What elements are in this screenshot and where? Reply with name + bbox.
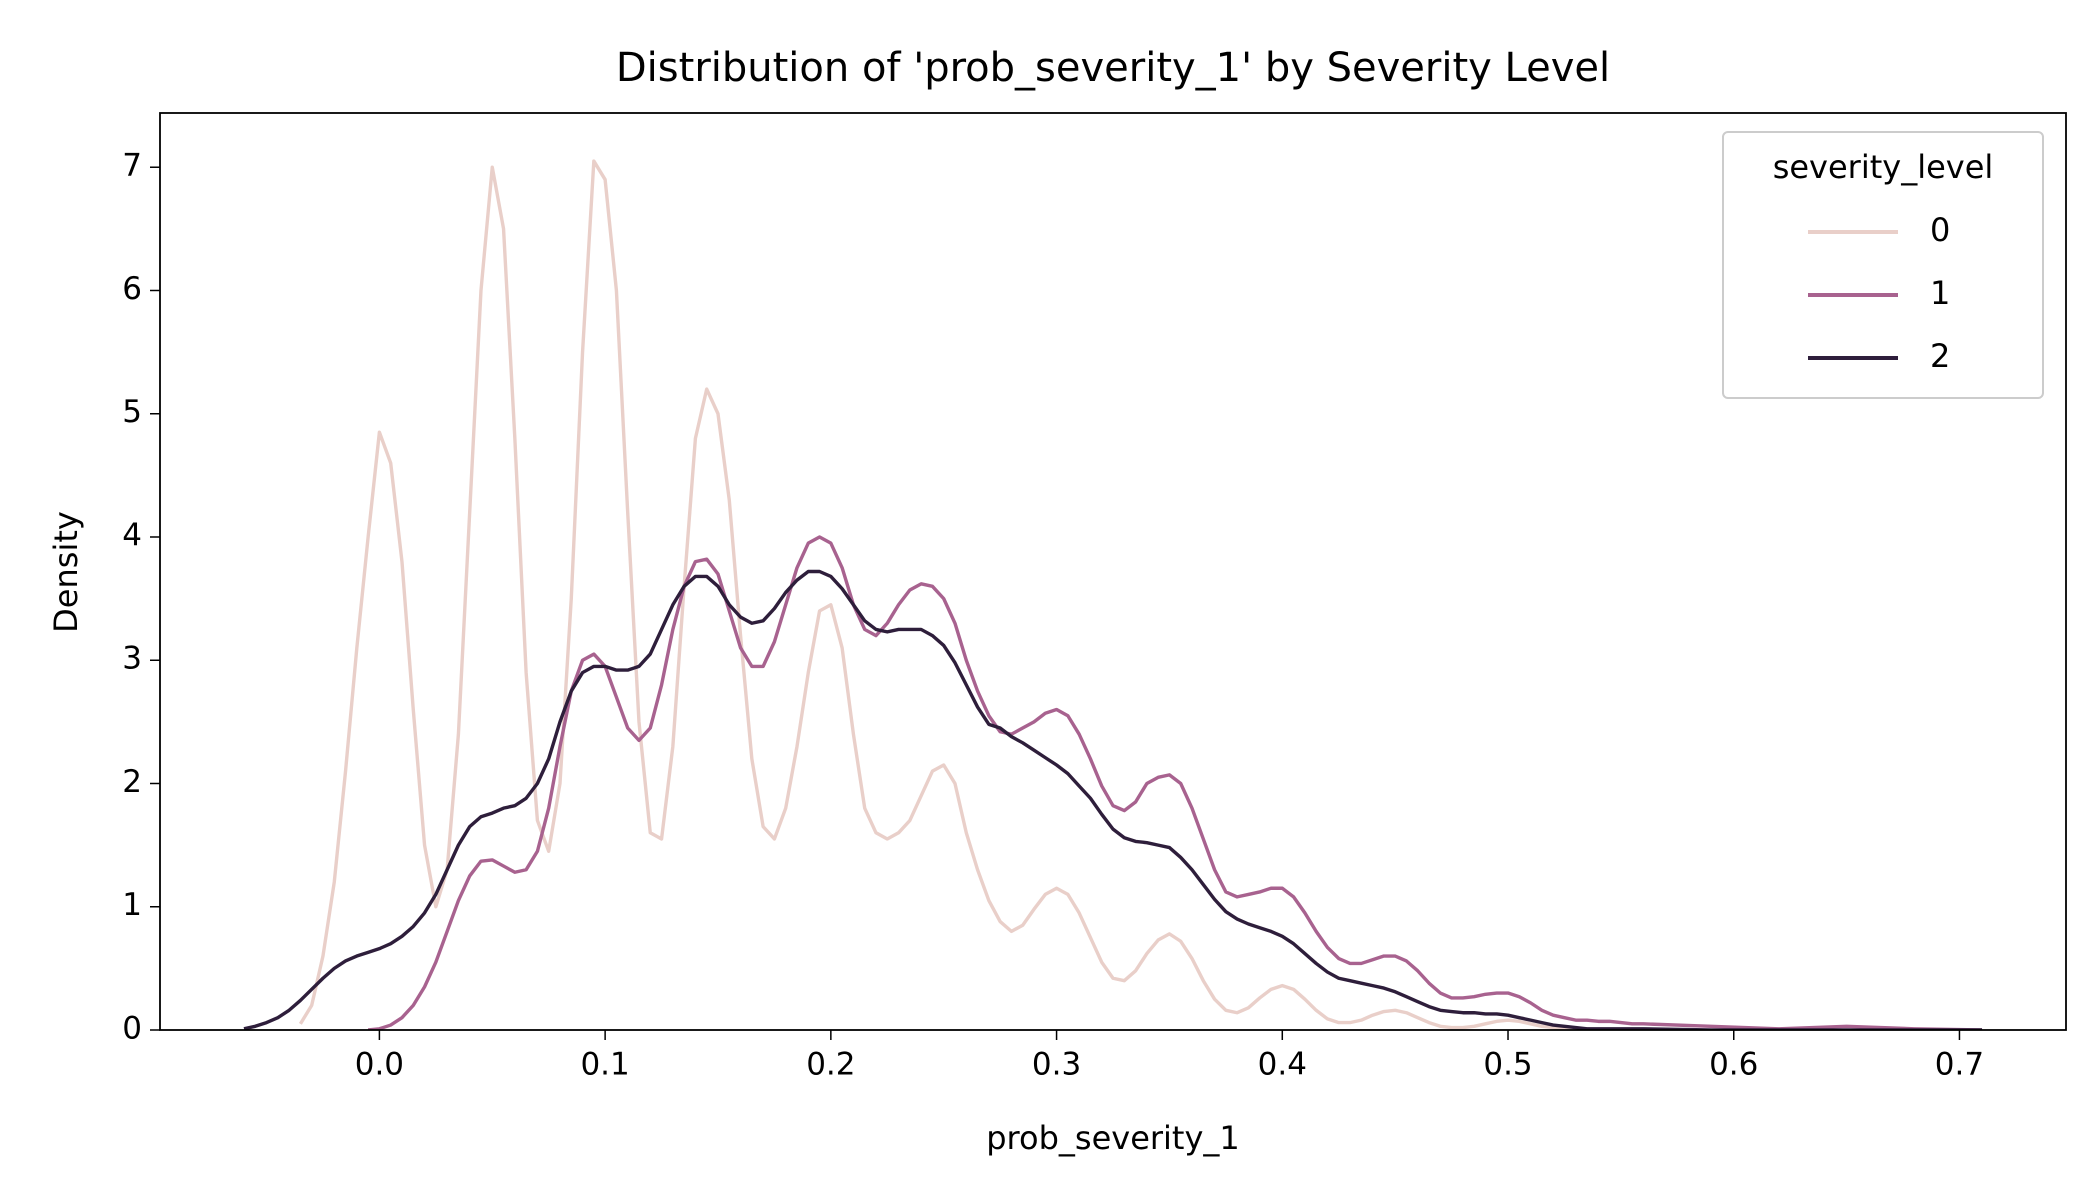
y-tick-label: 4	[122, 517, 142, 553]
x-tick-label: 0.4	[1258, 1047, 1307, 1083]
y-axis-label: Density	[47, 511, 85, 633]
x-tick-label: 0.5	[1483, 1047, 1532, 1083]
legend-label: 0	[1930, 211, 1950, 249]
y-tick-label: 3	[122, 641, 142, 677]
x-tick-label: 0.1	[580, 1047, 629, 1083]
x-axis-label: prob_severity_1	[986, 1119, 1240, 1157]
legend-label: 1	[1930, 274, 1950, 312]
y-tick-label: 7	[122, 148, 142, 184]
x-tick-label: 0.3	[1032, 1047, 1081, 1083]
x-tick-label: 0.2	[806, 1047, 855, 1083]
legend-label: 2	[1930, 337, 1950, 375]
x-tick-label: 0.6	[1709, 1047, 1758, 1083]
legend-box	[1722, 131, 2044, 399]
plot-frame	[159, 112, 2067, 1031]
chart-title: Distribution of 'prob_severity_1' by Sev…	[616, 45, 1610, 91]
y-tick-label: 0	[122, 1011, 142, 1047]
y-tick-label: 1	[122, 887, 142, 923]
y-tick-label: 5	[122, 394, 142, 430]
x-tick-label: 0.7	[1935, 1047, 1984, 1083]
legend-title: severity_level	[1773, 148, 1994, 186]
y-tick-label: 2	[122, 764, 142, 800]
density-line	[367, 535, 1983, 1030]
density-line	[298, 159, 1644, 1030]
y-tick-label: 6	[122, 271, 142, 307]
density-line	[243, 569, 1983, 1030]
x-tick-label: 0.0	[355, 1047, 404, 1083]
